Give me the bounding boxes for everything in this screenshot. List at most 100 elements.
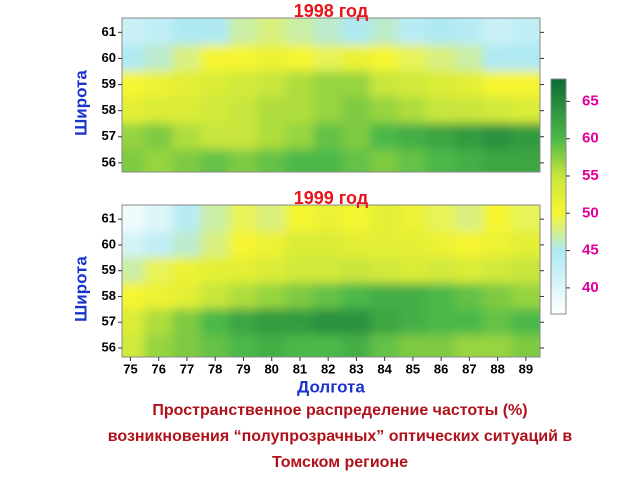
heatmap-cell — [229, 309, 258, 336]
heatmap-cell — [314, 309, 343, 336]
heatmap-cell — [144, 149, 173, 202]
x-tick-label: 86 — [434, 361, 448, 376]
heatmap-cell — [229, 149, 258, 202]
heatmap-cell — [398, 232, 427, 259]
heatmap-cell — [370, 123, 399, 150]
heatmap-cell — [172, 232, 201, 259]
colorbar-tick-label: 40 — [582, 279, 599, 296]
heatmap-cell — [427, 180, 456, 233]
y-tick-label: 56 — [102, 154, 116, 169]
heatmap-cell — [201, 257, 230, 284]
heatmap-cell — [144, 232, 173, 259]
x-tick-label: 75 — [123, 361, 137, 376]
heatmap-cell — [314, 257, 343, 284]
heatmap-cell — [427, 45, 456, 72]
heatmap-cell — [483, 283, 512, 310]
heatmap-cell — [144, 97, 173, 124]
heatmap-cell — [172, 257, 201, 284]
heatmap-cell — [427, 71, 456, 98]
heatmap-cell — [285, 257, 314, 284]
caption-line: возникновения “полупрозрачных” оптически… — [108, 428, 573, 445]
colorbar-tick-label: 60 — [582, 130, 599, 147]
heatmap-cell — [229, 123, 258, 150]
heatmap-cell — [398, 149, 427, 202]
heatmap-cell — [257, 71, 286, 98]
heatmap-cell — [201, 180, 230, 233]
heatmap-cell — [427, 283, 456, 310]
y-tick-label: 57 — [102, 314, 116, 329]
chart-title: 1998 год — [294, 1, 369, 21]
heatmap-cell — [455, 149, 484, 202]
heatmap-cell — [285, 232, 314, 259]
heatmap-cell — [229, 283, 258, 310]
y-tick-label: 59 — [102, 262, 116, 277]
x-tick-label: 89 — [519, 361, 533, 376]
heatmap-cell — [483, 309, 512, 336]
heatmap-cell — [483, 232, 512, 259]
y-tick-label: 58 — [102, 102, 116, 117]
heatmap-cell — [427, 232, 456, 259]
heatmap-cell — [427, 97, 456, 124]
heatmap-cell — [285, 71, 314, 98]
heatmap-cell — [398, 71, 427, 98]
heatmap-cell — [144, 123, 173, 150]
colorbar — [551, 79, 566, 314]
heatmap-cell — [427, 309, 456, 336]
heatmap-cell — [342, 71, 371, 98]
x-tick-label: 83 — [349, 361, 363, 376]
heatmap-cell — [455, 0, 484, 46]
heatmap-cell — [427, 123, 456, 150]
heatmap-cell — [285, 283, 314, 310]
heatmap-cell — [398, 123, 427, 150]
heatmap-cell — [314, 45, 343, 72]
heatmap-cell — [257, 309, 286, 336]
heatmap-cell — [483, 149, 512, 202]
heatmap-cell — [229, 232, 258, 259]
heatmap-cell — [88, 283, 145, 310]
heatmap-cell — [172, 97, 201, 124]
heatmap-cell — [88, 309, 145, 336]
x-axis-label: Долгота — [297, 377, 365, 396]
heatmap-cell — [172, 0, 201, 46]
heatmap-cell — [285, 45, 314, 72]
heatmap-cell — [427, 257, 456, 284]
heatmap-cell — [370, 0, 399, 46]
heatmap-cell — [172, 123, 201, 150]
heatmap-cell — [144, 71, 173, 98]
y-tick-label: 56 — [102, 339, 116, 354]
heatmap-cell — [257, 97, 286, 124]
heatmap-cell — [201, 123, 230, 150]
heatmap-cell — [144, 0, 173, 46]
heatmap-cell — [201, 283, 230, 310]
heatmap-cell — [483, 0, 512, 46]
x-tick-label: 88 — [490, 361, 504, 376]
heatmap-cell — [201, 0, 230, 46]
heatmap-cell — [398, 45, 427, 72]
heatmap-cell — [88, 123, 145, 150]
y-tick-label: 57 — [102, 128, 116, 143]
heatmap-cell — [144, 309, 173, 336]
heatmap-cell — [342, 283, 371, 310]
x-tick-label: 78 — [208, 361, 222, 376]
heatmap-cell — [314, 232, 343, 259]
heatmap-cell — [172, 149, 201, 202]
heatmap-cell — [455, 45, 484, 72]
heatmap-cell — [144, 180, 173, 233]
heatmap-cell — [88, 180, 145, 233]
heatmap-cell — [172, 283, 201, 310]
heatmap-cell — [398, 283, 427, 310]
heatmap-cell — [257, 257, 286, 284]
x-tick-label: 76 — [151, 361, 165, 376]
heatmap-cell — [370, 283, 399, 310]
heatmap-cell — [88, 45, 145, 72]
heatmap-cell — [342, 45, 371, 72]
heatmap-cell — [483, 180, 512, 233]
heatmap-cell — [370, 309, 399, 336]
heatmap-cell — [172, 45, 201, 72]
heatmap-cell — [257, 180, 286, 233]
heatmap-cell — [427, 0, 456, 46]
heatmap-cell — [455, 123, 484, 150]
heatmap-cell — [229, 71, 258, 98]
heatmap-cell — [172, 71, 201, 98]
